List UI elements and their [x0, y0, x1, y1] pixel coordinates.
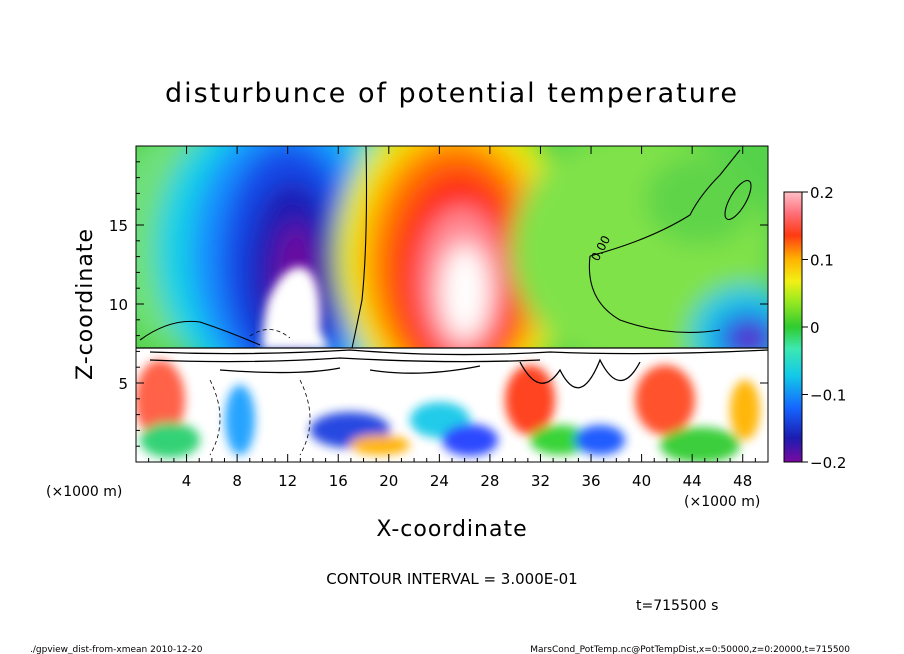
x-tick-label: 32 — [531, 472, 550, 490]
x-tick-label: 12 — [278, 472, 297, 490]
colorbar-tick-label: 0 — [810, 319, 820, 337]
footer-left: ./gpview_dist-from-xmean 2010-12-20 — [30, 645, 203, 654]
y-axis-label: Z-coordinate — [73, 228, 98, 380]
x-tick-label: 20 — [379, 472, 398, 490]
heatmap-field: 0.00 — [136, 146, 768, 462]
colorbar-tick-label: 0.1 — [810, 252, 834, 270]
chart-title: disturbunce of potential temperature — [165, 78, 739, 109]
y-tick-label: 15 — [109, 217, 128, 235]
x-tick-label: 28 — [480, 472, 499, 490]
y-tick-label: 5 — [118, 375, 128, 393]
x-unit-label: (×1000 m) — [684, 494, 760, 510]
x-tick-label: 36 — [581, 472, 600, 490]
x-tick-label: 8 — [232, 472, 242, 490]
x-tick-label: 4 — [182, 472, 192, 490]
colorbar: 0.2 0.1 0 −0.1 −0.2 — [783, 184, 846, 472]
colorbar-tick-label: 0.2 — [810, 184, 834, 202]
colorbar-tick-label: −0.2 — [810, 454, 846, 472]
x-axis-label: X-coordinate — [376, 517, 527, 542]
x-tick-label: 16 — [329, 472, 348, 490]
x-tick-label: 40 — [632, 472, 651, 490]
x-tick-label: 48 — [733, 472, 752, 490]
time-text: t=715500 s — [636, 598, 718, 614]
footer-right: MarsCond_PotTemp.nc@PotTempDist,x=0:5000… — [530, 645, 850, 654]
x-tick-label: 44 — [683, 472, 702, 490]
y-tick-label: 10 — [109, 296, 128, 314]
x-tick-label: 24 — [430, 472, 449, 490]
contour-interval-text: CONTOUR INTERVAL = 3.000E-01 — [326, 570, 577, 588]
y-unit-label: (×1000 m) — [46, 484, 122, 500]
colorbar-tick-label: −0.1 — [810, 387, 846, 405]
